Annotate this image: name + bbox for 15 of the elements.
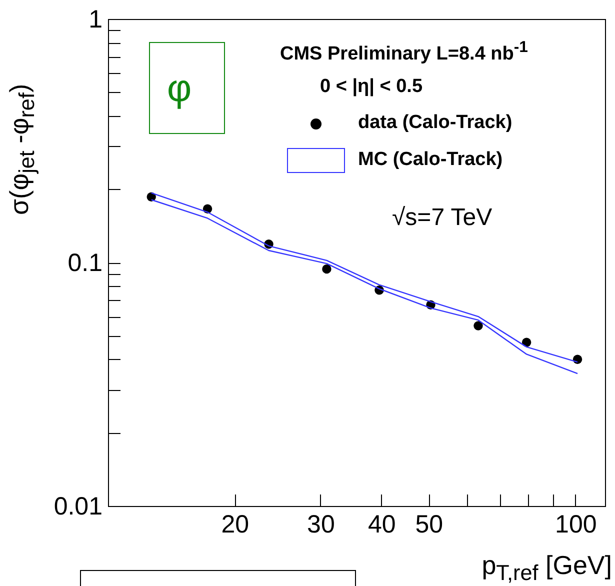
x-axis-title: p$_{T,ref}$ [GeV] — [482, 550, 612, 586]
annotation: φ — [167, 68, 192, 110]
x-tick-label: 20 — [221, 510, 249, 538]
y-tick-label: 0.1 — [68, 249, 102, 277]
x-tick-label: 50 — [415, 510, 444, 538]
y-tick-label: 0.01 — [54, 492, 102, 520]
annotation: CMS Preliminary L=8.4 nb$^{-1}$ — [280, 39, 528, 64]
legend-label: data (Calo-Track) — [358, 112, 512, 134]
x-tick-label: 100 — [555, 510, 597, 538]
y-tick-label: 1 — [88, 6, 102, 34]
annotation: √s=7 TeV — [392, 204, 492, 231]
annotation: 0 < |η| < 0.5 — [320, 76, 423, 97]
x-tick-label: 40 — [368, 510, 396, 538]
legend-label: MC (Calo-Track) — [358, 149, 503, 171]
x-tick-label: 30 — [307, 510, 335, 538]
